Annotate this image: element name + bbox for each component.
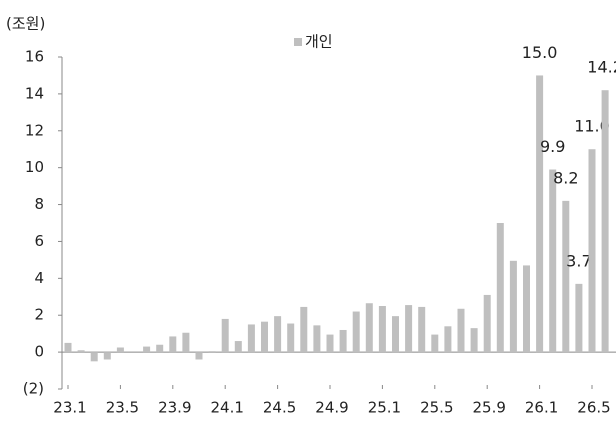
bar bbox=[195, 352, 203, 360]
bar bbox=[116, 347, 124, 353]
bar bbox=[365, 303, 373, 353]
bar bbox=[156, 344, 164, 353]
y-tick-label: 4 bbox=[34, 269, 44, 287]
x-tick-label: 25.9 bbox=[472, 399, 505, 417]
bar bbox=[470, 328, 478, 353]
value-label: 15.0 bbox=[522, 43, 558, 62]
bar bbox=[549, 169, 557, 353]
bar bbox=[103, 352, 111, 360]
x-tick-label: 24.1 bbox=[210, 399, 243, 417]
bar bbox=[509, 260, 517, 353]
value-label: 11.0 bbox=[574, 117, 610, 136]
bar bbox=[496, 223, 504, 353]
bar bbox=[261, 321, 268, 353]
bar bbox=[457, 308, 465, 353]
y-tick-label: 2 bbox=[34, 306, 44, 324]
bar bbox=[247, 324, 255, 353]
unit-label: (조원) bbox=[6, 15, 45, 33]
bar bbox=[405, 305, 413, 353]
bar bbox=[169, 336, 177, 353]
bar bbox=[418, 306, 426, 353]
y-tick-label: 8 bbox=[34, 195, 44, 213]
bar bbox=[287, 323, 295, 353]
x-tick-label: 25.1 bbox=[368, 399, 401, 417]
bar bbox=[221, 318, 229, 353]
y-tick-label: 12 bbox=[25, 121, 44, 139]
bar bbox=[64, 342, 72, 353]
legend-swatch bbox=[294, 38, 302, 46]
x-tick-label: 23.9 bbox=[158, 399, 191, 417]
bar bbox=[523, 265, 530, 353]
bar bbox=[234, 341, 242, 353]
x-tick-label: 26.1 bbox=[525, 399, 558, 417]
bar bbox=[444, 326, 452, 353]
x-tick-label: 23.5 bbox=[106, 399, 139, 417]
x-tick-label: 25.5 bbox=[420, 399, 453, 417]
x-tick-label: 26.5 bbox=[577, 399, 610, 417]
bar bbox=[208, 351, 216, 353]
bar bbox=[575, 283, 583, 353]
value-label: 14.2 bbox=[587, 58, 616, 77]
bar bbox=[313, 325, 321, 353]
bar bbox=[274, 316, 282, 353]
bar bbox=[483, 294, 491, 353]
bar bbox=[431, 334, 439, 353]
bar bbox=[300, 306, 308, 353]
y-tick-label: 10 bbox=[25, 158, 44, 176]
bar bbox=[77, 350, 85, 353]
y-tick-label: 16 bbox=[25, 48, 44, 66]
bar bbox=[339, 329, 347, 353]
y-tick-label: 0 bbox=[34, 343, 44, 361]
y-tick-label: 6 bbox=[34, 232, 44, 250]
legend-label: 개인 bbox=[305, 33, 333, 51]
bar bbox=[352, 311, 360, 353]
y-tick-label: (2) bbox=[23, 380, 44, 398]
bar bbox=[90, 352, 98, 362]
value-label: 8.2 bbox=[553, 168, 578, 187]
bar bbox=[378, 306, 386, 353]
bar bbox=[601, 90, 609, 353]
x-tick-label: 24.5 bbox=[263, 399, 296, 417]
bar bbox=[536, 75, 544, 353]
value-label: 3.7 bbox=[566, 251, 591, 270]
x-tick-label: 24.9 bbox=[315, 399, 348, 417]
bar bbox=[562, 200, 570, 353]
bar bbox=[182, 332, 190, 353]
x-tick-label: 23.1 bbox=[53, 399, 86, 417]
y-tick-label: 14 bbox=[25, 84, 44, 102]
bar bbox=[326, 334, 334, 353]
bar bbox=[392, 316, 399, 353]
value-label: 9.9 bbox=[540, 137, 565, 156]
bar bbox=[143, 346, 151, 353]
bar bbox=[588, 149, 596, 353]
